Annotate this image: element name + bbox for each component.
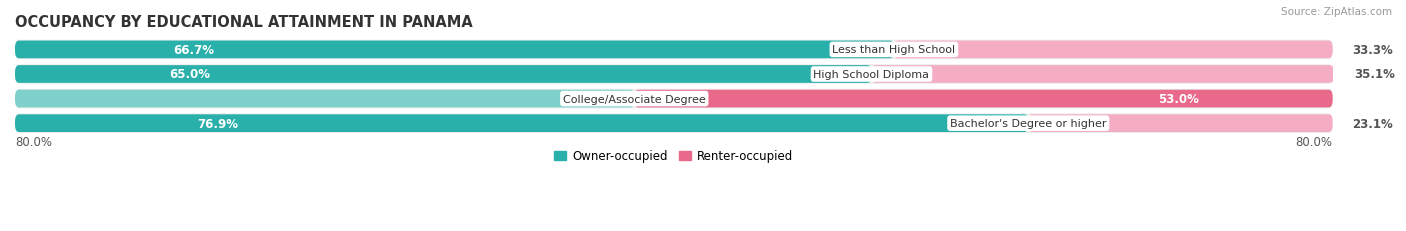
Text: 76.9%: 76.9% (197, 117, 239, 130)
Text: Source: ZipAtlas.com: Source: ZipAtlas.com (1281, 7, 1392, 17)
FancyBboxPatch shape (634, 90, 1333, 108)
Text: 80.0%: 80.0% (1296, 136, 1333, 149)
FancyBboxPatch shape (15, 66, 872, 83)
Text: 53.0%: 53.0% (1159, 93, 1199, 106)
FancyBboxPatch shape (872, 66, 1334, 83)
FancyBboxPatch shape (15, 115, 1028, 132)
Legend: Owner-occupied, Renter-occupied: Owner-occupied, Renter-occupied (550, 145, 799, 167)
FancyBboxPatch shape (894, 41, 1333, 59)
Text: College/Associate Degree: College/Associate Degree (562, 94, 706, 104)
Text: 23.1%: 23.1% (1353, 117, 1393, 130)
Text: Bachelor's Degree or higher: Bachelor's Degree or higher (950, 119, 1107, 129)
FancyBboxPatch shape (14, 64, 1333, 85)
Text: 65.0%: 65.0% (169, 68, 209, 81)
Text: High School Diploma: High School Diploma (814, 70, 929, 80)
Text: Less than High School: Less than High School (832, 45, 956, 55)
FancyBboxPatch shape (14, 113, 1333, 134)
FancyBboxPatch shape (14, 40, 1333, 61)
Text: 33.3%: 33.3% (1353, 44, 1393, 57)
Text: OCCUPANCY BY EDUCATIONAL ATTAINMENT IN PANAMA: OCCUPANCY BY EDUCATIONAL ATTAINMENT IN P… (15, 15, 472, 30)
FancyBboxPatch shape (15, 41, 894, 59)
Text: 80.0%: 80.0% (15, 136, 52, 149)
Text: 47.0%: 47.0% (574, 93, 614, 106)
Text: 66.7%: 66.7% (173, 44, 214, 57)
Text: 35.1%: 35.1% (1354, 68, 1395, 81)
FancyBboxPatch shape (14, 88, 1333, 110)
FancyBboxPatch shape (15, 90, 634, 108)
FancyBboxPatch shape (1028, 115, 1333, 132)
